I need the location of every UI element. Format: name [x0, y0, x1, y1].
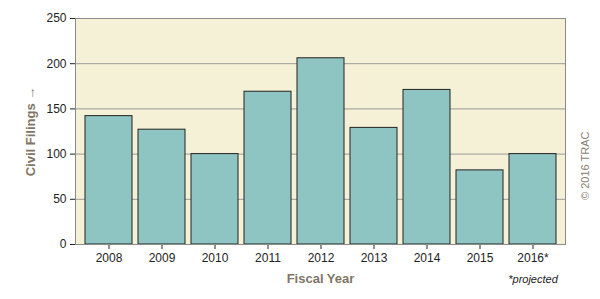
svg-text:2008: 2008 — [96, 251, 123, 265]
svg-text:200: 200 — [46, 57, 66, 71]
svg-text:2013: 2013 — [361, 251, 388, 265]
svg-text:2014: 2014 — [414, 251, 441, 265]
svg-text:2011: 2011 — [255, 251, 281, 265]
svg-text:2009: 2009 — [149, 251, 176, 265]
svg-text:Civil Filings →: Civil Filings → — [23, 87, 38, 177]
svg-text:© 2016 TRAC: © 2016 TRAC — [579, 131, 591, 199]
svg-text:50: 50 — [53, 192, 67, 206]
svg-text:0: 0 — [60, 237, 67, 251]
svg-text:150: 150 — [46, 102, 66, 116]
svg-text:2012: 2012 — [308, 251, 335, 265]
svg-text:2010: 2010 — [202, 251, 229, 265]
svg-text:250: 250 — [46, 11, 66, 25]
svg-text:Fiscal Year: Fiscal Year — [287, 271, 355, 286]
svg-text:2016*: 2016* — [517, 251, 549, 265]
svg-text:100: 100 — [46, 147, 66, 161]
svg-text:2015: 2015 — [467, 251, 494, 265]
svg-text:*projected: *projected — [508, 273, 558, 285]
